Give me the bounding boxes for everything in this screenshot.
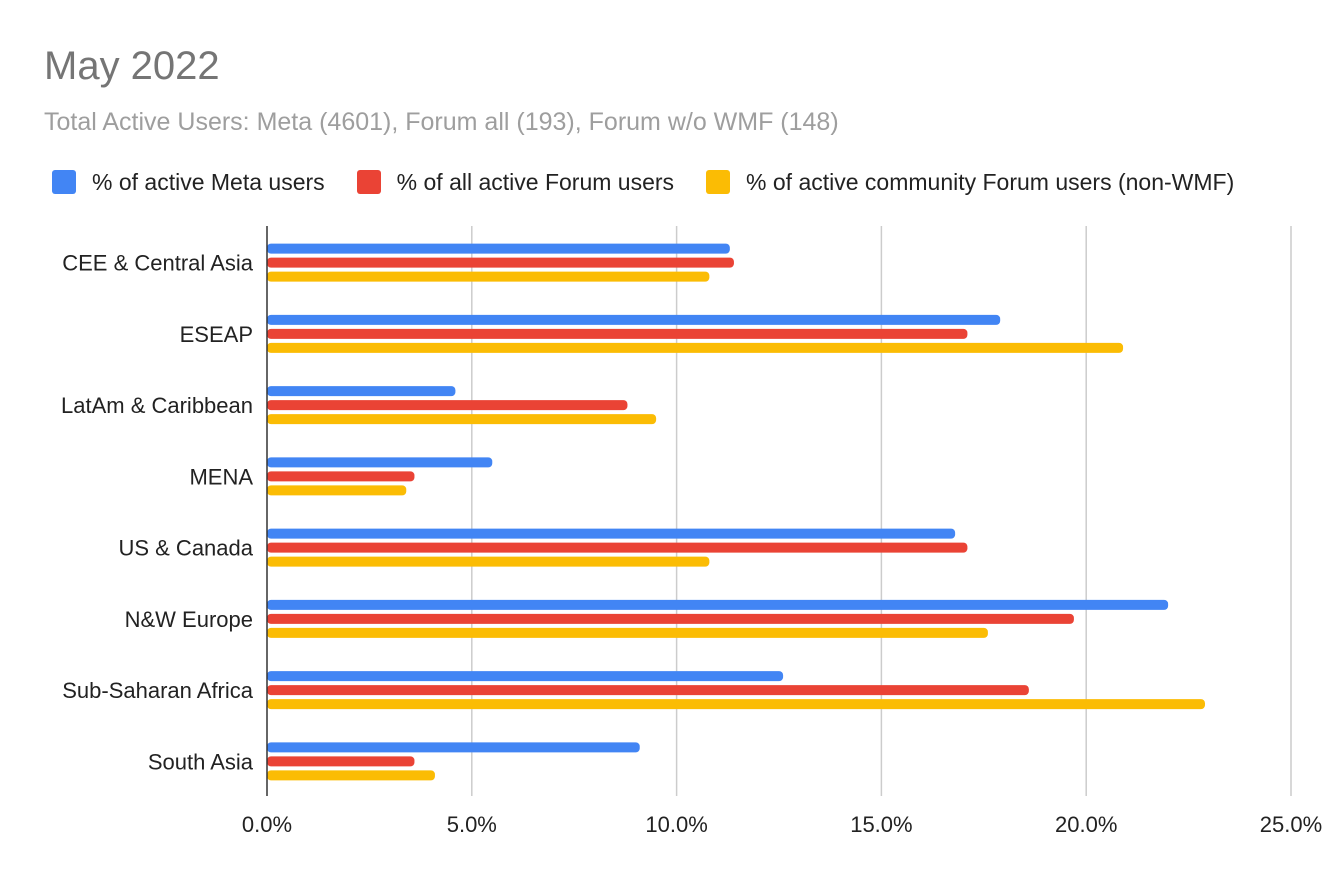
bar (267, 627, 988, 638)
category-label: N&W Europe (125, 607, 253, 632)
chart-subtitle: Total Active Users: Meta (4601), Forum a… (44, 108, 839, 136)
category-label: CEE & Central Asia (62, 251, 254, 276)
bar (267, 528, 956, 539)
category-label: MENA (189, 464, 253, 489)
bar (267, 471, 415, 482)
bar (267, 400, 628, 411)
bar (267, 342, 1124, 353)
x-tick-label: 10.0% (645, 812, 707, 837)
legend-swatch-meta (52, 170, 76, 194)
bar (267, 599, 1169, 610)
bar (267, 699, 1205, 710)
bar (267, 257, 734, 268)
bar (267, 414, 657, 425)
chart-title: May 2022 (44, 44, 220, 88)
legend-item-forum-community[interactable]: % of active community Forum users (non-W… (706, 169, 1234, 196)
legend-item-meta[interactable]: % of active Meta users (52, 169, 325, 196)
x-tick-label: 15.0% (850, 812, 912, 837)
bar (267, 314, 1001, 325)
x-tick-label: 5.0% (447, 812, 497, 837)
bar (267, 756, 415, 767)
legend-label-meta: % of active Meta users (92, 168, 325, 195)
category-label: US & Canada (118, 536, 253, 561)
legend-swatch-forum-community (706, 170, 731, 194)
bar (267, 542, 968, 553)
bar (267, 243, 730, 254)
x-tick-label: 20.0% (1055, 812, 1117, 837)
x-tick-label: 25.0% (1260, 812, 1322, 837)
category-label: Sub-Saharan Africa (62, 678, 254, 703)
category-label: ESEAP (180, 322, 253, 347)
legend-label-forum-community: % of active community Forum users (non-W… (746, 168, 1235, 195)
legend-swatch-forum-all (356, 170, 381, 194)
bar (267, 386, 456, 397)
legend: % of active Meta users % of all active F… (52, 166, 1266, 198)
bar (267, 685, 1029, 696)
legend-item-forum-all[interactable]: % of all active Forum users (356, 168, 675, 196)
bar (267, 556, 710, 567)
bar (267, 671, 784, 682)
bar (267, 271, 710, 282)
bar (267, 485, 407, 496)
bar (267, 613, 1074, 624)
category-label: LatAm & Caribbean (61, 393, 253, 418)
bar (267, 457, 493, 468)
bar (267, 770, 435, 781)
legend-label-forum-all: % of all active Forum users (396, 168, 675, 195)
bar (267, 742, 640, 753)
bar (267, 328, 968, 339)
x-tick-label: 0.0% (242, 812, 292, 837)
category-label: South Asia (148, 749, 254, 774)
